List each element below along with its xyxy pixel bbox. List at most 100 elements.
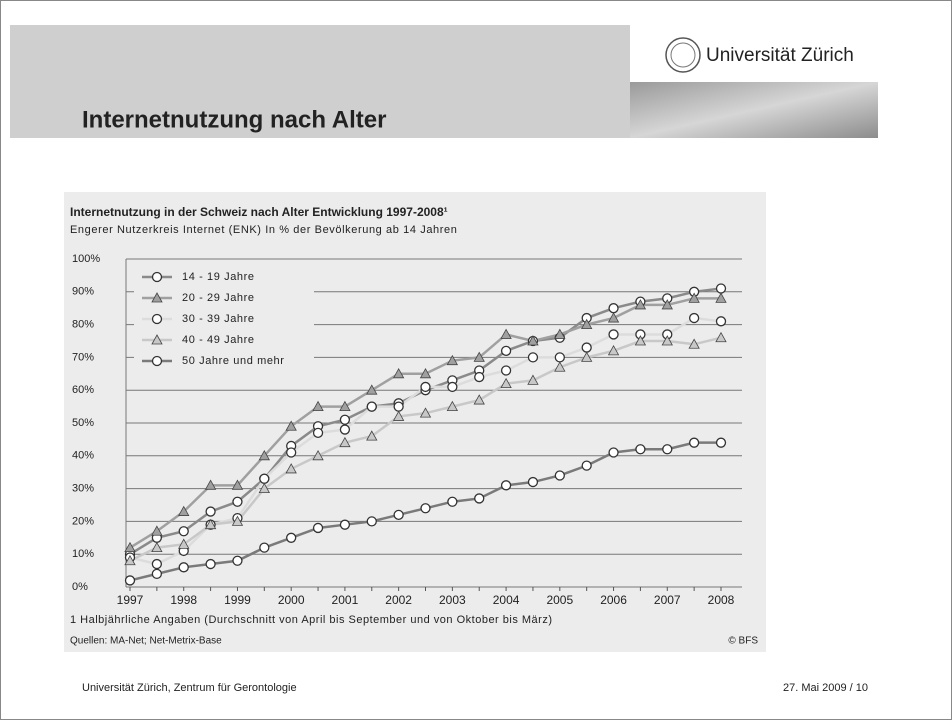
circle-marker <box>151 313 163 325</box>
x-tick-label: 2008 <box>708 593 735 607</box>
triangle-marker <box>151 292 163 303</box>
plot: 0% 10% 20% 30% 40% 50% 60% 70% 80% 90% 100% 1997 199… <box>72 253 742 607</box>
triangle-marker <box>661 299 673 310</box>
circle-marker <box>527 352 539 363</box>
triangle-marker <box>285 463 297 474</box>
circle-marker <box>662 444 673 455</box>
triangle-marker <box>607 345 620 356</box>
circle-marker <box>232 555 243 566</box>
triangle-marker <box>581 318 593 329</box>
triangle-marker <box>473 351 485 362</box>
triangle-marker <box>339 400 351 411</box>
y-tick-label: 100% <box>72 253 100 265</box>
circle-marker <box>608 447 619 458</box>
circle-marker <box>366 401 377 412</box>
circle-marker <box>554 470 565 481</box>
legend-label: 14 - 19 Jahre <box>182 271 255 283</box>
triangle-marker <box>151 525 163 536</box>
triangle-marker <box>231 515 244 526</box>
triangle-marker <box>581 351 593 362</box>
x-tick-label: 2006 <box>600 593 627 607</box>
circle-marker <box>312 522 324 534</box>
chart-subtitle: Engerer Nutzerkreis Internet (ENK) In % … <box>70 224 457 236</box>
y-tick-label: 80% <box>72 319 94 331</box>
y-tick-label: 0% <box>72 581 88 593</box>
triangle-marker <box>366 430 378 441</box>
triangle-marker <box>634 299 647 310</box>
triangle-marker <box>285 420 297 431</box>
circle-marker <box>151 355 163 367</box>
circle-marker <box>500 345 512 356</box>
triangle-marker <box>204 518 217 530</box>
circle-marker <box>205 558 216 570</box>
circle-marker <box>527 476 539 488</box>
slide-title: Internetnutzung nach Alter <box>82 106 386 133</box>
y-tick-label: 90% <box>72 286 94 298</box>
circle-marker <box>259 542 270 553</box>
triangle-marker <box>151 334 163 345</box>
y-tick-label: 10% <box>72 548 94 560</box>
y-tick-label: 20% <box>72 515 94 527</box>
legend-label: 50 Jahre und mehr <box>182 355 285 367</box>
triangle-marker <box>661 335 673 346</box>
x-tick-label: 2004 <box>493 593 520 607</box>
circle-marker <box>151 558 163 570</box>
logo-text: Universität Zürich <box>706 45 854 66</box>
circle-marker <box>635 444 646 455</box>
logo-seal-inner <box>670 42 696 68</box>
circle-marker <box>500 365 512 376</box>
x-tick-label: 2005 <box>546 593 573 607</box>
footer-left: Universität Zürich, Zentrum für Gerontol… <box>82 682 297 694</box>
header-photo <box>630 82 878 138</box>
y-tick-label: 70% <box>72 351 94 363</box>
x-tick-label: 2007 <box>654 593 681 607</box>
triangle-marker <box>634 335 647 346</box>
x-tick-label: 1998 <box>170 593 197 607</box>
triangle-marker <box>527 335 539 346</box>
chart-title: Internetnutzung in der Schweiz nach Alte… <box>70 205 448 219</box>
y-tick-label: 50% <box>72 417 94 429</box>
x-tick-label: 2001 <box>332 593 359 607</box>
triangle-marker <box>392 367 405 379</box>
circle-marker <box>205 506 216 517</box>
triangle-marker <box>312 449 324 461</box>
legend-label: 30 - 39 Jahre <box>182 313 255 325</box>
footer-right: 27. Mai 2009 / 10 <box>783 682 868 694</box>
triangle-marker <box>312 400 324 411</box>
circle-marker <box>715 283 727 294</box>
triangle-marker <box>231 479 244 490</box>
triangle-marker <box>688 338 700 349</box>
legend-background <box>134 264 314 370</box>
triangle-marker <box>446 400 459 411</box>
triangle-marker <box>151 541 163 553</box>
triangle-marker <box>554 328 566 339</box>
circle-marker <box>232 496 243 507</box>
y-tick-label: 40% <box>72 450 94 462</box>
circle-marker <box>151 271 163 283</box>
circle-marker <box>447 496 458 507</box>
x-tick-label: 2002 <box>385 593 412 607</box>
triangle-marker <box>527 374 539 385</box>
circle-marker <box>339 414 351 425</box>
circle-marker <box>286 447 297 458</box>
triangle-marker <box>204 479 217 490</box>
triangle-marker <box>124 541 136 553</box>
header-band <box>10 25 630 138</box>
chart-background <box>64 192 766 652</box>
chart-source: Quellen: MA-Net; Net-Metrix-Base <box>70 636 222 647</box>
circle-marker <box>608 329 619 340</box>
x-tick-label: 2003 <box>439 593 466 607</box>
circle-marker <box>581 342 592 353</box>
triangle-marker <box>419 367 432 379</box>
circle-marker <box>259 473 270 484</box>
circle-marker <box>339 424 351 435</box>
triangle-marker <box>124 554 136 566</box>
y-tick-label: 30% <box>72 483 94 495</box>
y-tick-label: 60% <box>72 384 94 396</box>
triangle-marker <box>500 328 512 339</box>
triangle-marker <box>715 292 727 303</box>
legend-label: 20 - 29 Jahre <box>182 292 255 304</box>
triangle-marker <box>473 394 485 405</box>
circle-marker <box>474 493 485 504</box>
